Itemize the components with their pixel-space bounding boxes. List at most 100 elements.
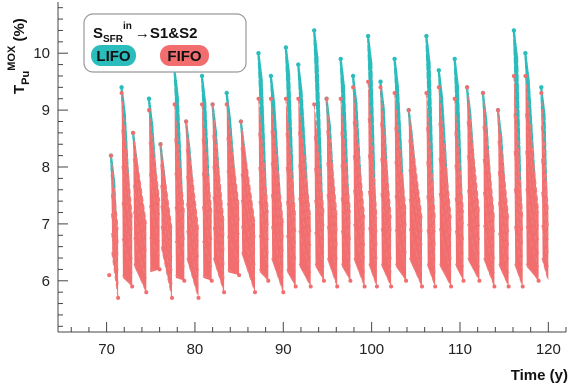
fifo-streak <box>298 230 312 273</box>
fifo-peak-point <box>424 91 429 95</box>
lifo-peak-point <box>378 79 383 84</box>
fifo-streak <box>340 230 351 268</box>
fifo-streak <box>454 164 465 240</box>
fifo-peak-point <box>200 102 204 107</box>
fifo-streak <box>497 110 510 219</box>
fifo-streak <box>132 185 147 252</box>
y-tick-label: 7 <box>42 216 50 233</box>
fifo-streak <box>540 92 549 213</box>
lifo-peak-point <box>350 73 356 79</box>
lifo-peak-point <box>224 90 229 96</box>
fifo-trough-point <box>433 284 438 289</box>
fifo-streak <box>326 162 338 246</box>
fifo-streak <box>367 81 378 219</box>
fifo-peak-point <box>256 96 261 101</box>
fifo-trough-point <box>321 278 326 283</box>
legend-title: SSFR in →S1&S2 <box>93 21 197 45</box>
lifo-peak-point <box>338 56 343 62</box>
fifo-streak <box>121 92 133 219</box>
fifo-streak <box>340 98 351 213</box>
fifo-trough-point <box>170 295 174 300</box>
fifo-streak <box>174 240 185 268</box>
fifo-peak-point <box>511 74 516 78</box>
fifo-streak <box>514 263 524 287</box>
fifo-cycle-band <box>326 98 338 287</box>
fifo-streak <box>186 230 200 285</box>
fifo-streak <box>326 130 338 232</box>
fifo-streak <box>212 135 225 238</box>
fifo-trough-point <box>237 273 242 278</box>
fifo-peak-point <box>109 153 113 158</box>
fifo-streak <box>185 176 200 257</box>
fifo-trough-point <box>130 284 135 289</box>
lifo-peak-point <box>283 45 289 50</box>
fifo-streak <box>240 121 256 224</box>
legend-title-arrow: → <box>135 25 150 42</box>
fifo-streak <box>133 211 147 266</box>
fifo-streak <box>298 164 312 246</box>
fifo-streak <box>313 136 325 227</box>
fifo-streak <box>160 164 173 244</box>
fifo-streak <box>380 263 392 287</box>
fifo-streak <box>174 138 185 227</box>
fifo-peak-point <box>158 142 163 147</box>
fifo-streak <box>148 110 161 202</box>
fifo-streak <box>497 202 510 260</box>
fifo-trough-point <box>536 278 541 283</box>
fifo-trough-point <box>335 284 340 289</box>
fifo-streak <box>482 158 495 246</box>
fifo-trough-point <box>449 284 454 289</box>
fifo-trough-point <box>209 278 214 283</box>
fifo-streak <box>352 87 366 219</box>
y-axis-title-unit: (%) <box>11 18 28 46</box>
fifo-streak <box>313 104 325 213</box>
fifo-streak <box>133 237 147 279</box>
fifo-streak <box>160 226 173 285</box>
lifo-peak-point <box>523 51 528 56</box>
lifo-peak-point <box>312 28 317 33</box>
fifo-streak <box>285 132 297 232</box>
x-tick-label: 120 <box>536 341 561 358</box>
fifo-streak <box>379 87 392 219</box>
fifo-peak-point <box>119 91 124 95</box>
fifo-streak <box>111 232 119 285</box>
fifo-streak <box>212 227 225 279</box>
fifo-streak <box>541 224 549 268</box>
fifo-streak <box>148 205 161 243</box>
fifo-streak <box>426 127 436 232</box>
legend-swatch-fifo <box>160 45 209 66</box>
fifo-peak-point <box>392 91 397 95</box>
fifo-streak <box>285 201 297 260</box>
fifo-streak <box>513 113 524 232</box>
y-axis-title: TPuMOX (%) <box>6 18 32 94</box>
fifo-streak <box>482 92 495 219</box>
fifo-streak <box>160 205 173 271</box>
lifo-peak-point <box>392 56 397 62</box>
fifo-peak-point <box>539 91 544 95</box>
fifo-streak <box>149 237 161 257</box>
fifo-cycle-band <box>394 93 407 281</box>
legend-title-sub: SFR <box>103 34 124 45</box>
fifo-streak <box>226 104 240 207</box>
fifo-streak <box>285 98 297 219</box>
x-tick-label: 100 <box>359 341 384 358</box>
fifo-streak <box>226 170 240 235</box>
x-axis-title: Time (y) <box>511 367 568 384</box>
fifo-streak <box>258 269 269 282</box>
fifo-streak <box>121 202 133 260</box>
fifo-streak <box>438 87 452 219</box>
fifo-cycle-band <box>285 98 296 287</box>
fifo-streak <box>454 230 465 268</box>
fifo-trough-point <box>362 284 367 289</box>
fifo-peak-point <box>378 85 383 90</box>
fifo-streak <box>314 263 325 282</box>
fifo-streak <box>426 161 436 246</box>
fifo-streak <box>380 193 392 260</box>
fifo-streak <box>270 194 284 265</box>
fifo-streak <box>110 194 119 257</box>
fifo-streak <box>110 213 119 271</box>
fifo-peak-point <box>436 85 441 90</box>
fifo-peak-point <box>296 96 301 101</box>
fifo-streak <box>314 168 325 240</box>
